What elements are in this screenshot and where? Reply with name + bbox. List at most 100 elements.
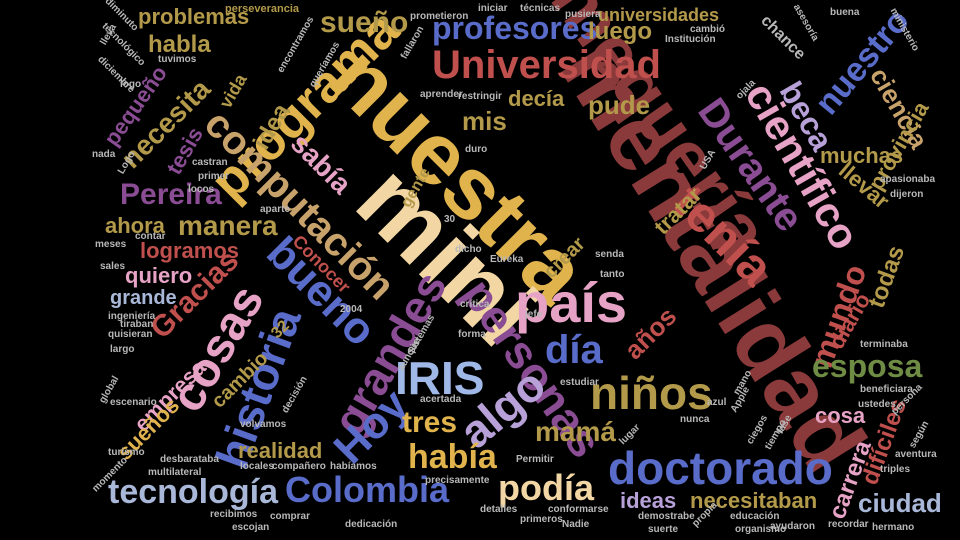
word-meses: meses bbox=[95, 239, 127, 250]
word-apasionaba: apasionaba bbox=[880, 174, 936, 185]
word-mama: mamá bbox=[535, 416, 616, 447]
word-triples: triples bbox=[880, 464, 911, 475]
word-comprar: comprar bbox=[270, 511, 311, 522]
word-pais: país bbox=[515, 271, 628, 334]
word-aparte: aparte bbox=[260, 204, 291, 215]
word-decia: decía bbox=[508, 86, 565, 111]
word-grande: grande bbox=[110, 287, 177, 309]
word-largo: largo bbox=[110, 344, 135, 355]
word-dijeron: dijeron bbox=[890, 189, 924, 200]
word-iris: IRIS bbox=[395, 352, 485, 404]
word-turismo: turismo bbox=[108, 447, 145, 458]
word-ingenieria: ingeniería bbox=[108, 311, 156, 322]
word-azul: azul bbox=[707, 397, 727, 408]
word-30: 30 bbox=[444, 214, 456, 225]
word-aprender: aprender bbox=[420, 89, 463, 100]
word-quisieran: quisieran bbox=[108, 329, 153, 340]
word-permitir: Permitir bbox=[516, 454, 554, 465]
word-logo2: logo bbox=[120, 79, 142, 90]
word-universidad: Universidad bbox=[432, 43, 661, 87]
word-ustedes: ustedes bbox=[858, 399, 896, 410]
word-escenario: escenario bbox=[110, 397, 157, 408]
word-jefe: jefe bbox=[525, 309, 543, 320]
word-2004: 2004 bbox=[340, 304, 363, 315]
word-nada: nada bbox=[92, 149, 116, 160]
word-locales: locales bbox=[240, 461, 274, 472]
word-ahora: ahora bbox=[105, 213, 165, 238]
word-detalles: detalles bbox=[480, 504, 518, 515]
word-dia: día bbox=[545, 328, 603, 372]
word-pude: pude bbox=[588, 90, 651, 120]
word-podia: podía bbox=[498, 467, 594, 508]
word-iniciar: iniciar bbox=[478, 3, 508, 14]
word-esposa: esposa bbox=[812, 348, 923, 384]
word-sales: sales bbox=[100, 261, 126, 272]
word-necesitaban: necesitaban bbox=[690, 488, 818, 513]
word-perseverancia: perseverancia bbox=[225, 3, 299, 15]
word-duro: duro bbox=[465, 144, 488, 155]
word-doctorado: doctorado bbox=[608, 442, 833, 494]
word-forma: forma bbox=[458, 329, 486, 340]
word-eureka: Eureka bbox=[490, 254, 524, 265]
word-suerte: suerte bbox=[648, 524, 679, 535]
word-nadie: Nadie bbox=[562, 519, 590, 530]
word-beneficiara: beneficiara bbox=[860, 384, 913, 395]
word-acertada: acertada bbox=[420, 394, 462, 405]
word-terminaba: terminaba bbox=[860, 339, 908, 350]
word-critica: crítica bbox=[460, 299, 490, 310]
word-hermano: hermano bbox=[872, 522, 915, 533]
word-habla: habla bbox=[148, 31, 211, 58]
word-tecnicas: técnicas bbox=[520, 3, 561, 14]
word-tanto: tanto bbox=[600, 269, 625, 280]
word-ciudad: ciudad bbox=[858, 488, 942, 518]
word-organismo: organismo bbox=[735, 524, 787, 535]
word-locos: locos bbox=[188, 184, 215, 195]
word-estudiar: estudiar bbox=[560, 377, 599, 388]
word-muchas: muchas bbox=[820, 143, 904, 168]
word-escojan: escojan bbox=[232, 522, 270, 533]
word-companero: compañero bbox=[272, 461, 326, 472]
word-buena: buena bbox=[830, 7, 860, 18]
word-profesores: profesores bbox=[432, 10, 598, 46]
word-recordar: recordar bbox=[828, 519, 869, 530]
word-sueno: sueño bbox=[320, 6, 409, 39]
word-vida: vida bbox=[215, 70, 251, 112]
word-multilateral: multilateral bbox=[148, 467, 202, 478]
word-senda: senda bbox=[595, 249, 624, 260]
word-universidades: universidades bbox=[598, 5, 720, 25]
word-segun: según bbox=[907, 419, 932, 451]
word-habia: había bbox=[408, 438, 497, 476]
word-tiraban: tiraban bbox=[120, 319, 154, 330]
word-dicho: dicho bbox=[455, 244, 482, 255]
word-ideas: ideas bbox=[620, 488, 677, 513]
word-ninos: niños bbox=[590, 367, 713, 419]
word-tecnologia: tecnología bbox=[108, 473, 279, 511]
word-colombia: Colombia bbox=[285, 469, 450, 510]
word-conformarse: conformarse bbox=[548, 504, 609, 515]
word-luego: luego bbox=[588, 18, 652, 45]
word-nunca: nunca bbox=[680, 414, 710, 425]
word-institucion: Institución bbox=[665, 34, 716, 45]
word-recibimos: recibimos bbox=[210, 509, 258, 520]
word-cosa: cosa bbox=[815, 403, 866, 428]
word-precisamente: precisamente bbox=[425, 475, 490, 486]
word-contar: contar bbox=[135, 231, 166, 242]
word-restringir: restringir bbox=[458, 91, 502, 102]
word-logramos: logramos bbox=[140, 238, 240, 263]
word-quiero: quiero bbox=[125, 263, 193, 288]
word-ayudaron: ayudaron bbox=[770, 521, 816, 532]
word-tuvimos: tuvimos bbox=[158, 54, 197, 65]
word-primer: primer bbox=[198, 171, 230, 182]
word-cambio2: cambió bbox=[690, 24, 726, 35]
word-manera: manera bbox=[178, 210, 278, 241]
word-educacion: educación bbox=[730, 511, 780, 522]
word-demostrabe: demostrabe bbox=[638, 511, 695, 522]
word-problemas: problemas bbox=[138, 4, 250, 29]
word-anos: años bbox=[618, 300, 683, 366]
word-primeros: primeros bbox=[520, 514, 563, 525]
word-habiamos: habíamos bbox=[330, 461, 377, 472]
word-desbarataba: desbaratabа bbox=[160, 454, 219, 465]
word-volvamos: volvamos bbox=[240, 419, 287, 430]
word-pereira: Pereira bbox=[120, 178, 222, 211]
